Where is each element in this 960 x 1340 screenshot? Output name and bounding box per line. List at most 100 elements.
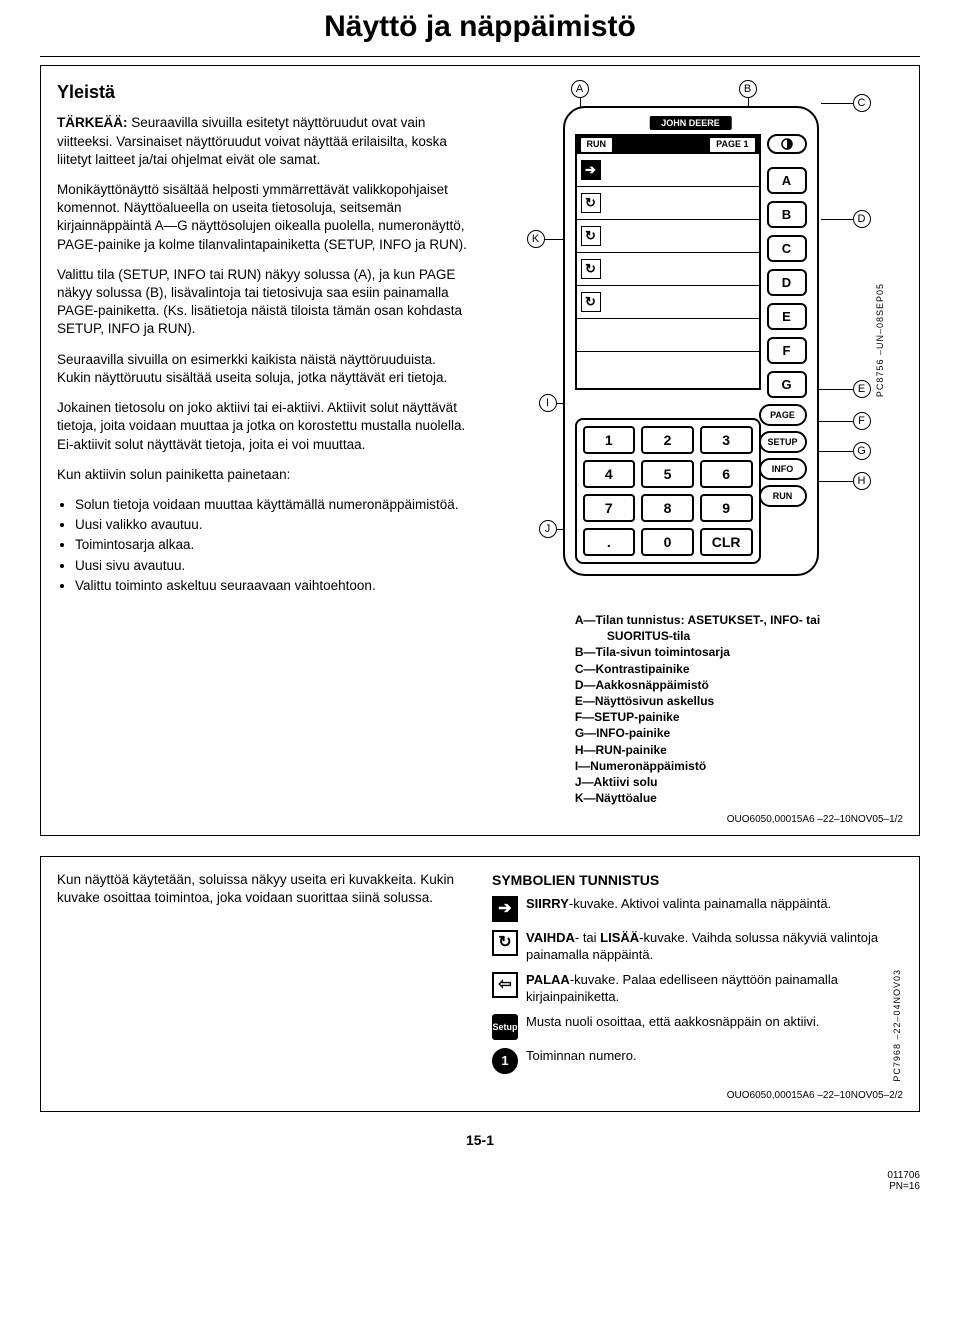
- symbol-row: 1 Toiminnan numero.: [492, 1048, 885, 1074]
- callout-f: F: [853, 412, 871, 430]
- letter-key-b[interactable]: B: [767, 201, 807, 228]
- footer-pn: PN=16: [889, 1181, 920, 1192]
- footer-code: 011706: [887, 1170, 920, 1181]
- status-run: RUN: [581, 138, 613, 152]
- symbol-row: ➔ SIIRRY-kuvake. Aktivoi valinta painama…: [492, 896, 885, 922]
- section-2-text: Kun näyttöä käytetään, soluissa näkyy us…: [57, 871, 468, 907]
- subtitle: Yleistä: [57, 80, 468, 104]
- callout-k: K: [527, 230, 545, 248]
- cycle-icon: ↻: [581, 193, 601, 213]
- letter-key-d[interactable]: D: [767, 269, 807, 296]
- callout-legend: A—Tilan tunnistus: ASETUKSET-, INFO- tai…: [575, 612, 820, 806]
- num-key[interactable]: .: [583, 528, 636, 556]
- bullet-item: Uusi sivu avautuu.: [75, 557, 468, 575]
- important-label: TÄRKEÄÄ:: [57, 115, 128, 130]
- callout-i: I: [539, 394, 557, 412]
- num-key[interactable]: 5: [641, 460, 694, 488]
- callout-j: J: [539, 520, 557, 538]
- legend-f: F—SETUP-painike: [575, 709, 820, 725]
- num-key[interactable]: 7: [583, 494, 636, 522]
- right-column: A B C D E F G H I J K: [492, 80, 903, 806]
- num-key[interactable]: 4: [583, 460, 636, 488]
- page-button[interactable]: PAGE: [759, 404, 807, 426]
- para-5: Kun aktiivin solun painiketta painetaan:: [57, 466, 468, 484]
- letter-key-f[interactable]: F: [767, 337, 807, 364]
- bullet-item: Uusi valikko avautuu.: [75, 516, 468, 534]
- section-2-left: Kun näyttöä käytetään, soluissa näkyy us…: [57, 871, 468, 1081]
- important-note: TÄRKEÄÄ: Seuraavilla sivuilla esitetyt n…: [57, 114, 468, 169]
- legend-c: C—Kontrastipainike: [575, 661, 820, 677]
- function-key-column: PAGE SETUP INFO RUN: [759, 404, 807, 507]
- device-body: JOHN DEERE RUN PAGE 1 ➔ ↻ ↻: [563, 106, 819, 576]
- callout-b: B: [739, 80, 757, 98]
- numeric-keypad: 1 2 3 4 5 6 7 8 9 . 0 CL: [575, 418, 761, 564]
- left-column: Yleistä TÄRKEÄÄ: Seuraavilla sivuilla es…: [57, 80, 468, 806]
- ref-code-2: OUO6050,00015A6 –22–10NOV05–2/2: [57, 1090, 903, 1101]
- letter-key-e[interactable]: E: [767, 303, 807, 330]
- num-key[interactable]: 8: [641, 494, 694, 522]
- return-icon: ⇦: [492, 972, 518, 998]
- callout-a: A: [571, 80, 589, 98]
- num-key[interactable]: 9: [700, 494, 753, 522]
- screen: RUN PAGE 1 ➔ ↻ ↻ ↻ ↻: [575, 134, 761, 390]
- symbols-title: SYMBOLIEN TUNNISTUS: [492, 871, 903, 890]
- legend-g: G—INFO-painike: [575, 725, 820, 741]
- num-key[interactable]: 3: [700, 426, 753, 454]
- image-code-2: PC7968 –22–04NOV03: [891, 969, 903, 1082]
- letter-key-column: A B C D E F G: [767, 134, 807, 398]
- legend-e: E—Näyttösivun askellus: [575, 693, 820, 709]
- para-1: Monikäyttönäyttö sisältää helposti ymmär…: [57, 181, 468, 254]
- status-page: PAGE 1: [710, 138, 754, 152]
- num-key[interactable]: 6: [700, 460, 753, 488]
- brand-label: JOHN DEERE: [649, 116, 732, 130]
- page: Näyttö ja näppäimistö Yleistä TÄRKEÄÄ: S…: [0, 0, 960, 1168]
- symbol-row: ↻ VAIHDA- tai LISÄÄ-kuvake. Vaihda solus…: [492, 930, 885, 964]
- symbol-row: ⇦ PALAA-kuvake. Palaa edelliseen näyttöö…: [492, 972, 885, 1006]
- divider: [40, 56, 920, 57]
- device-diagram: A B C D E F G H I J K: [511, 80, 871, 600]
- arrow-icon: ➔: [581, 160, 601, 180]
- symbol-row: Setup Musta nuoli osoittaa, että aakkosn…: [492, 1014, 885, 1040]
- info-button[interactable]: INFO: [759, 458, 807, 480]
- section-2-box: Kun näyttöä käytetään, soluissa näkyy us…: [40, 856, 920, 1111]
- legend-k: K—Näyttöalue: [575, 790, 820, 806]
- callout-g: G: [853, 442, 871, 460]
- callout-e: E: [853, 380, 871, 398]
- num-key[interactable]: 2: [641, 426, 694, 454]
- letter-key-a[interactable]: A: [767, 167, 807, 194]
- letter-key-g[interactable]: G: [767, 371, 807, 398]
- callout-c: C: [853, 94, 871, 112]
- arrow-icon: ➔: [492, 896, 518, 922]
- legend-a2: SUORITUS-tila: [575, 628, 820, 644]
- section-2-right: SYMBOLIEN TUNNISTUS ➔ SIIRRY-kuvake. Akt…: [492, 871, 903, 1081]
- cycle-icon: ↻: [581, 226, 601, 246]
- setup-icon: Setup: [492, 1014, 518, 1040]
- num-key[interactable]: 0: [641, 528, 694, 556]
- contrast-button[interactable]: [767, 134, 807, 154]
- clr-key[interactable]: CLR: [700, 528, 753, 556]
- page-title: Näyttö ja näppäimistö: [40, 10, 920, 44]
- bullet-item: Toimintosarja alkaa.: [75, 536, 468, 554]
- legend-a1: A—Tilan tunnistus: ASETUKSET-, INFO- tai: [575, 612, 820, 628]
- num-key[interactable]: 1: [583, 426, 636, 454]
- footer: 011706 PN=16: [0, 1168, 960, 1202]
- cycle-icon: ↻: [581, 259, 601, 279]
- callout-d: D: [853, 210, 871, 228]
- legend-i: I—Numeronäppäimistö: [575, 758, 820, 774]
- setup-button[interactable]: SETUP: [759, 431, 807, 453]
- number-icon: 1: [492, 1048, 518, 1074]
- bullet-item: Valittu toiminto askeltuu seuraavaan vai…: [75, 577, 468, 595]
- page-number: 15-1: [40, 1132, 920, 1148]
- cycle-icon: ↻: [581, 292, 601, 312]
- image-code-1: PC8756 –UN–08SEP05: [875, 283, 885, 397]
- para-4: Jokainen tietosolu on joko aktiivi tai e…: [57, 399, 468, 454]
- callout-h: H: [853, 472, 871, 490]
- para-2: Valittu tila (SETUP, INFO tai RUN) näkyy…: [57, 266, 468, 339]
- run-button[interactable]: RUN: [759, 485, 807, 507]
- legend-h: H—RUN-painike: [575, 742, 820, 758]
- letter-key-c[interactable]: C: [767, 235, 807, 262]
- ref-code-1: OUO6050,00015A6 –22–10NOV05–1/2: [57, 814, 903, 825]
- para-3: Seuraavilla sivuilla on esimerkki kaikis…: [57, 351, 468, 387]
- status-bar: RUN PAGE 1: [577, 136, 759, 154]
- section-1-box: Yleistä TÄRKEÄÄ: Seuraavilla sivuilla es…: [40, 65, 920, 836]
